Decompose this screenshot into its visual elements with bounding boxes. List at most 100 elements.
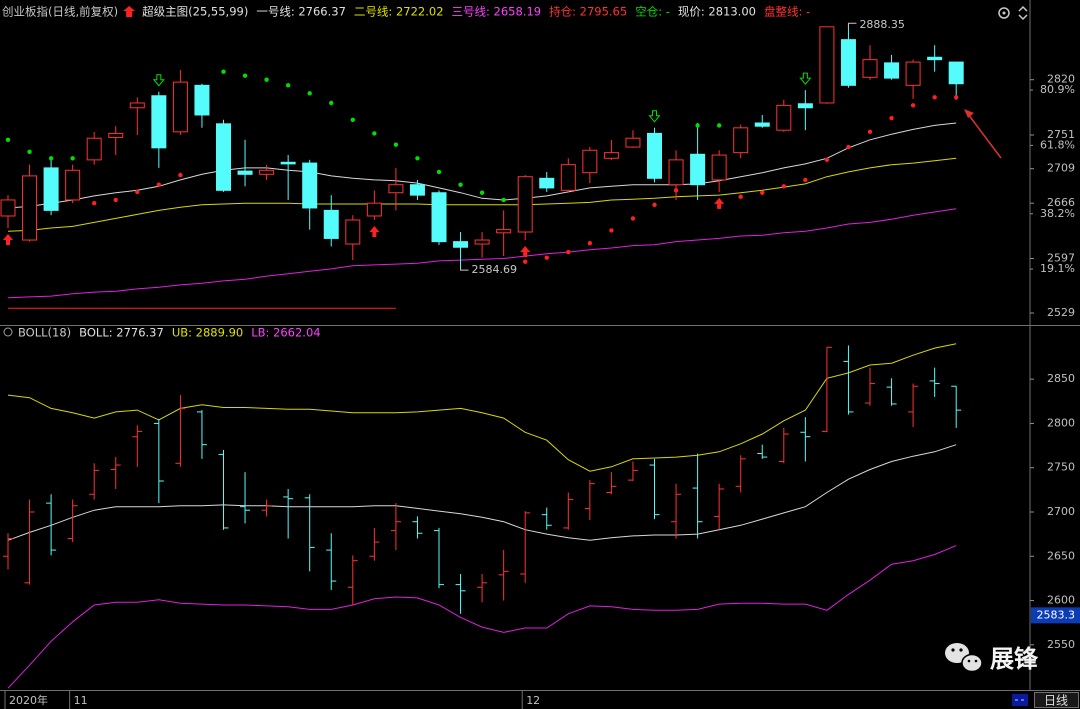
stop-dot xyxy=(716,123,722,128)
boll-panel xyxy=(3,343,962,689)
y-tick-label: 2751 xyxy=(1047,128,1075,141)
legend-item: 超级主图(25,55,99) xyxy=(142,5,248,19)
indicator-icon xyxy=(3,327,13,337)
sell-arrow xyxy=(648,110,661,123)
y-tick-label: 2700 xyxy=(1047,505,1075,518)
candle-body xyxy=(690,153,706,186)
watermark-icon xyxy=(945,643,983,673)
candle-body xyxy=(237,170,253,175)
candle-body xyxy=(733,127,749,154)
candle-body xyxy=(797,103,813,109)
stop-dot xyxy=(889,115,894,121)
candle-body xyxy=(194,84,210,116)
legend-item: BOLL: 2776.37 xyxy=(79,326,164,340)
stop-dot xyxy=(479,190,485,195)
legend-item: 现价: 2813.00 xyxy=(678,5,756,19)
settings-icon[interactable] xyxy=(998,7,1010,19)
y-tick-label: 2597 xyxy=(1047,251,1075,264)
legend-item: UB: 2889.90 xyxy=(172,326,243,340)
legend-item: 二号线: 2722.02 xyxy=(354,5,444,19)
period-button[interactable] xyxy=(1034,692,1079,708)
legend-item: LB: 2662.04 xyxy=(251,326,320,340)
stop-dot xyxy=(824,157,830,163)
candle-body xyxy=(711,154,727,181)
candle-body xyxy=(65,169,81,201)
candle-body xyxy=(129,102,145,109)
stop-dot xyxy=(932,95,937,100)
candle-body xyxy=(108,132,124,138)
candle-body xyxy=(409,184,425,196)
y-tick-label: 2800 xyxy=(1047,416,1075,429)
pointer-arrow xyxy=(964,109,1002,159)
x-tick-label: 12 xyxy=(526,694,540,707)
candle-body xyxy=(474,239,490,245)
marker-label: 2583.3 xyxy=(1037,608,1076,621)
candle-body xyxy=(539,177,555,189)
legend-item: 创业板指(日线,前复权) xyxy=(2,5,118,19)
candle-body xyxy=(280,161,296,165)
candle-body xyxy=(431,192,447,243)
candle-body xyxy=(905,61,921,86)
candle-body xyxy=(0,199,16,217)
stop-dot xyxy=(329,100,334,106)
stop-dot xyxy=(695,123,700,128)
candle-body xyxy=(388,184,404,194)
legend-item: 空仓: - xyxy=(635,5,670,19)
candle-body xyxy=(172,81,188,133)
candle-body xyxy=(948,61,964,85)
candle-body xyxy=(560,164,576,191)
scroll-box[interactable] xyxy=(1012,694,1028,706)
candle-body xyxy=(754,122,770,127)
candle-body xyxy=(496,229,512,234)
indicator-line xyxy=(7,122,957,209)
stop-dot xyxy=(350,117,355,122)
sell-arrow xyxy=(152,74,165,87)
stop-dot xyxy=(501,197,506,203)
watermark-text: 展锋 xyxy=(990,645,1039,673)
y-tick-label: 2529 xyxy=(1047,306,1075,319)
stop-dot xyxy=(436,169,442,175)
scroll-icon[interactable] xyxy=(1018,5,1028,21)
candle-body xyxy=(776,104,792,131)
stop-dot xyxy=(673,188,679,193)
candle-body xyxy=(647,132,662,179)
legend-item: 一号线: 2766.37 xyxy=(256,5,346,19)
period-label[interactable]: 日线 xyxy=(1044,694,1068,708)
stop-dot xyxy=(135,189,140,195)
stop-dot xyxy=(846,144,851,150)
stop-dot xyxy=(609,228,614,233)
candle-body xyxy=(884,62,900,79)
stop-dot xyxy=(48,156,54,161)
stop-dot xyxy=(372,131,377,136)
stop-dot xyxy=(113,197,118,203)
candle-body xyxy=(840,39,856,86)
candle-body xyxy=(323,209,339,239)
stop-dot xyxy=(5,137,11,143)
x-tick-label: 2020年 xyxy=(9,693,48,707)
stop-dot xyxy=(92,200,97,206)
legend-item: 盘整线: - xyxy=(764,5,810,19)
stop-dot xyxy=(803,177,808,183)
stop-dot xyxy=(70,156,75,161)
buy-arrow xyxy=(520,246,531,258)
candle-body xyxy=(603,152,619,159)
y2-tick-label: 61.8% xyxy=(1040,138,1075,151)
candle-body xyxy=(43,167,59,211)
legend-item: 持仓: 2795.65 xyxy=(549,5,627,19)
y-tick-label: 2750 xyxy=(1047,461,1075,474)
y2-tick-label: 80.9% xyxy=(1040,83,1075,96)
y-tick-label: 2600 xyxy=(1047,594,1075,607)
candle-body xyxy=(216,123,231,191)
candle-body xyxy=(668,159,684,186)
buy-arrow xyxy=(3,234,13,246)
stop-dot xyxy=(393,142,399,147)
stop-dot xyxy=(27,149,32,155)
stop-dot xyxy=(458,182,463,187)
stop-dot xyxy=(242,73,248,78)
stop-dot xyxy=(307,91,312,96)
stop-dot xyxy=(910,103,916,108)
signal-icon xyxy=(123,6,136,17)
candle-body xyxy=(151,95,167,149)
buy-arrow xyxy=(369,225,380,237)
y-tick-label: 2550 xyxy=(1047,638,1075,651)
